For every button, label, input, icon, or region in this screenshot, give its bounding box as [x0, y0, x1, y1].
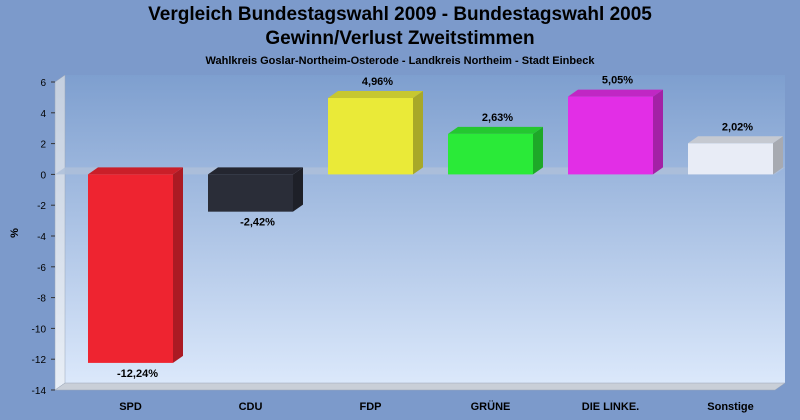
bar-side — [173, 167, 183, 363]
chart-caption: Wahlkreis Goslar-Northeim-Osterode - Lan… — [205, 55, 595, 67]
back-wall — [65, 75, 785, 383]
y-tick-label: -6 — [37, 263, 46, 274]
chart-title: Vergleich Bundestagswahl 2009 - Bundesta… — [148, 4, 652, 25]
bar-value-label: 2,02% — [722, 121, 753, 133]
bar-value-label: 5,05% — [602, 75, 633, 87]
bar-top — [448, 126, 543, 134]
x-tick-label: FDP — [360, 401, 382, 413]
bar-top — [328, 91, 423, 99]
bar-value-label: -12,24% — [117, 368, 158, 380]
bar-front — [568, 96, 653, 175]
y-tick-label: 0 — [40, 170, 46, 181]
x-tick-label: DIE LINKE. — [582, 401, 639, 413]
y-tick-label: -14 — [32, 386, 47, 397]
y-tick-label: -10 — [32, 324, 47, 335]
bar-fdp — [328, 91, 423, 175]
bar-side — [533, 126, 543, 175]
bar-die-linke — [568, 89, 663, 175]
x-tick-label: Sonstige — [707, 401, 753, 413]
bar-grüne — [448, 126, 543, 175]
bar-value-label: 4,96% — [362, 76, 393, 88]
y-tick-label: 2 — [40, 140, 46, 151]
bar-top — [88, 167, 183, 175]
bar-sonstige — [688, 136, 783, 175]
x-tick-label: GRÜNE — [471, 400, 511, 413]
bar-front — [448, 133, 533, 175]
y-tick-label: -4 — [37, 232, 46, 243]
bar-front — [688, 143, 773, 175]
bar-side — [293, 167, 303, 212]
chart-subtitle: Gewinn/Verlust Zweitstimmen — [265, 28, 535, 49]
y-tick-label: -8 — [37, 294, 46, 305]
bar-front — [328, 98, 413, 175]
y-tick-label: 6 — [40, 78, 46, 89]
y-tick-label: 4 — [40, 109, 46, 120]
x-tick-label: CDU — [239, 401, 263, 413]
bar-value-label: 2,63% — [482, 112, 513, 124]
bar-cdu — [208, 167, 303, 212]
y-tick-label: -2 — [37, 201, 46, 212]
floor — [54, 382, 786, 391]
bar-top — [208, 167, 303, 175]
x-tick-label: SPD — [119, 401, 142, 413]
bar-front — [88, 174, 173, 363]
bar-top — [568, 89, 663, 97]
bar-spd — [88, 167, 183, 363]
bar-top — [688, 136, 783, 144]
bar-value-label: -2,42% — [240, 217, 275, 229]
y-tick-label: -12 — [32, 355, 47, 366]
bar-side — [653, 89, 663, 175]
bar-front — [208, 174, 293, 212]
bar-side — [773, 136, 783, 175]
bar-side — [413, 91, 423, 175]
side-wall — [54, 74, 66, 391]
